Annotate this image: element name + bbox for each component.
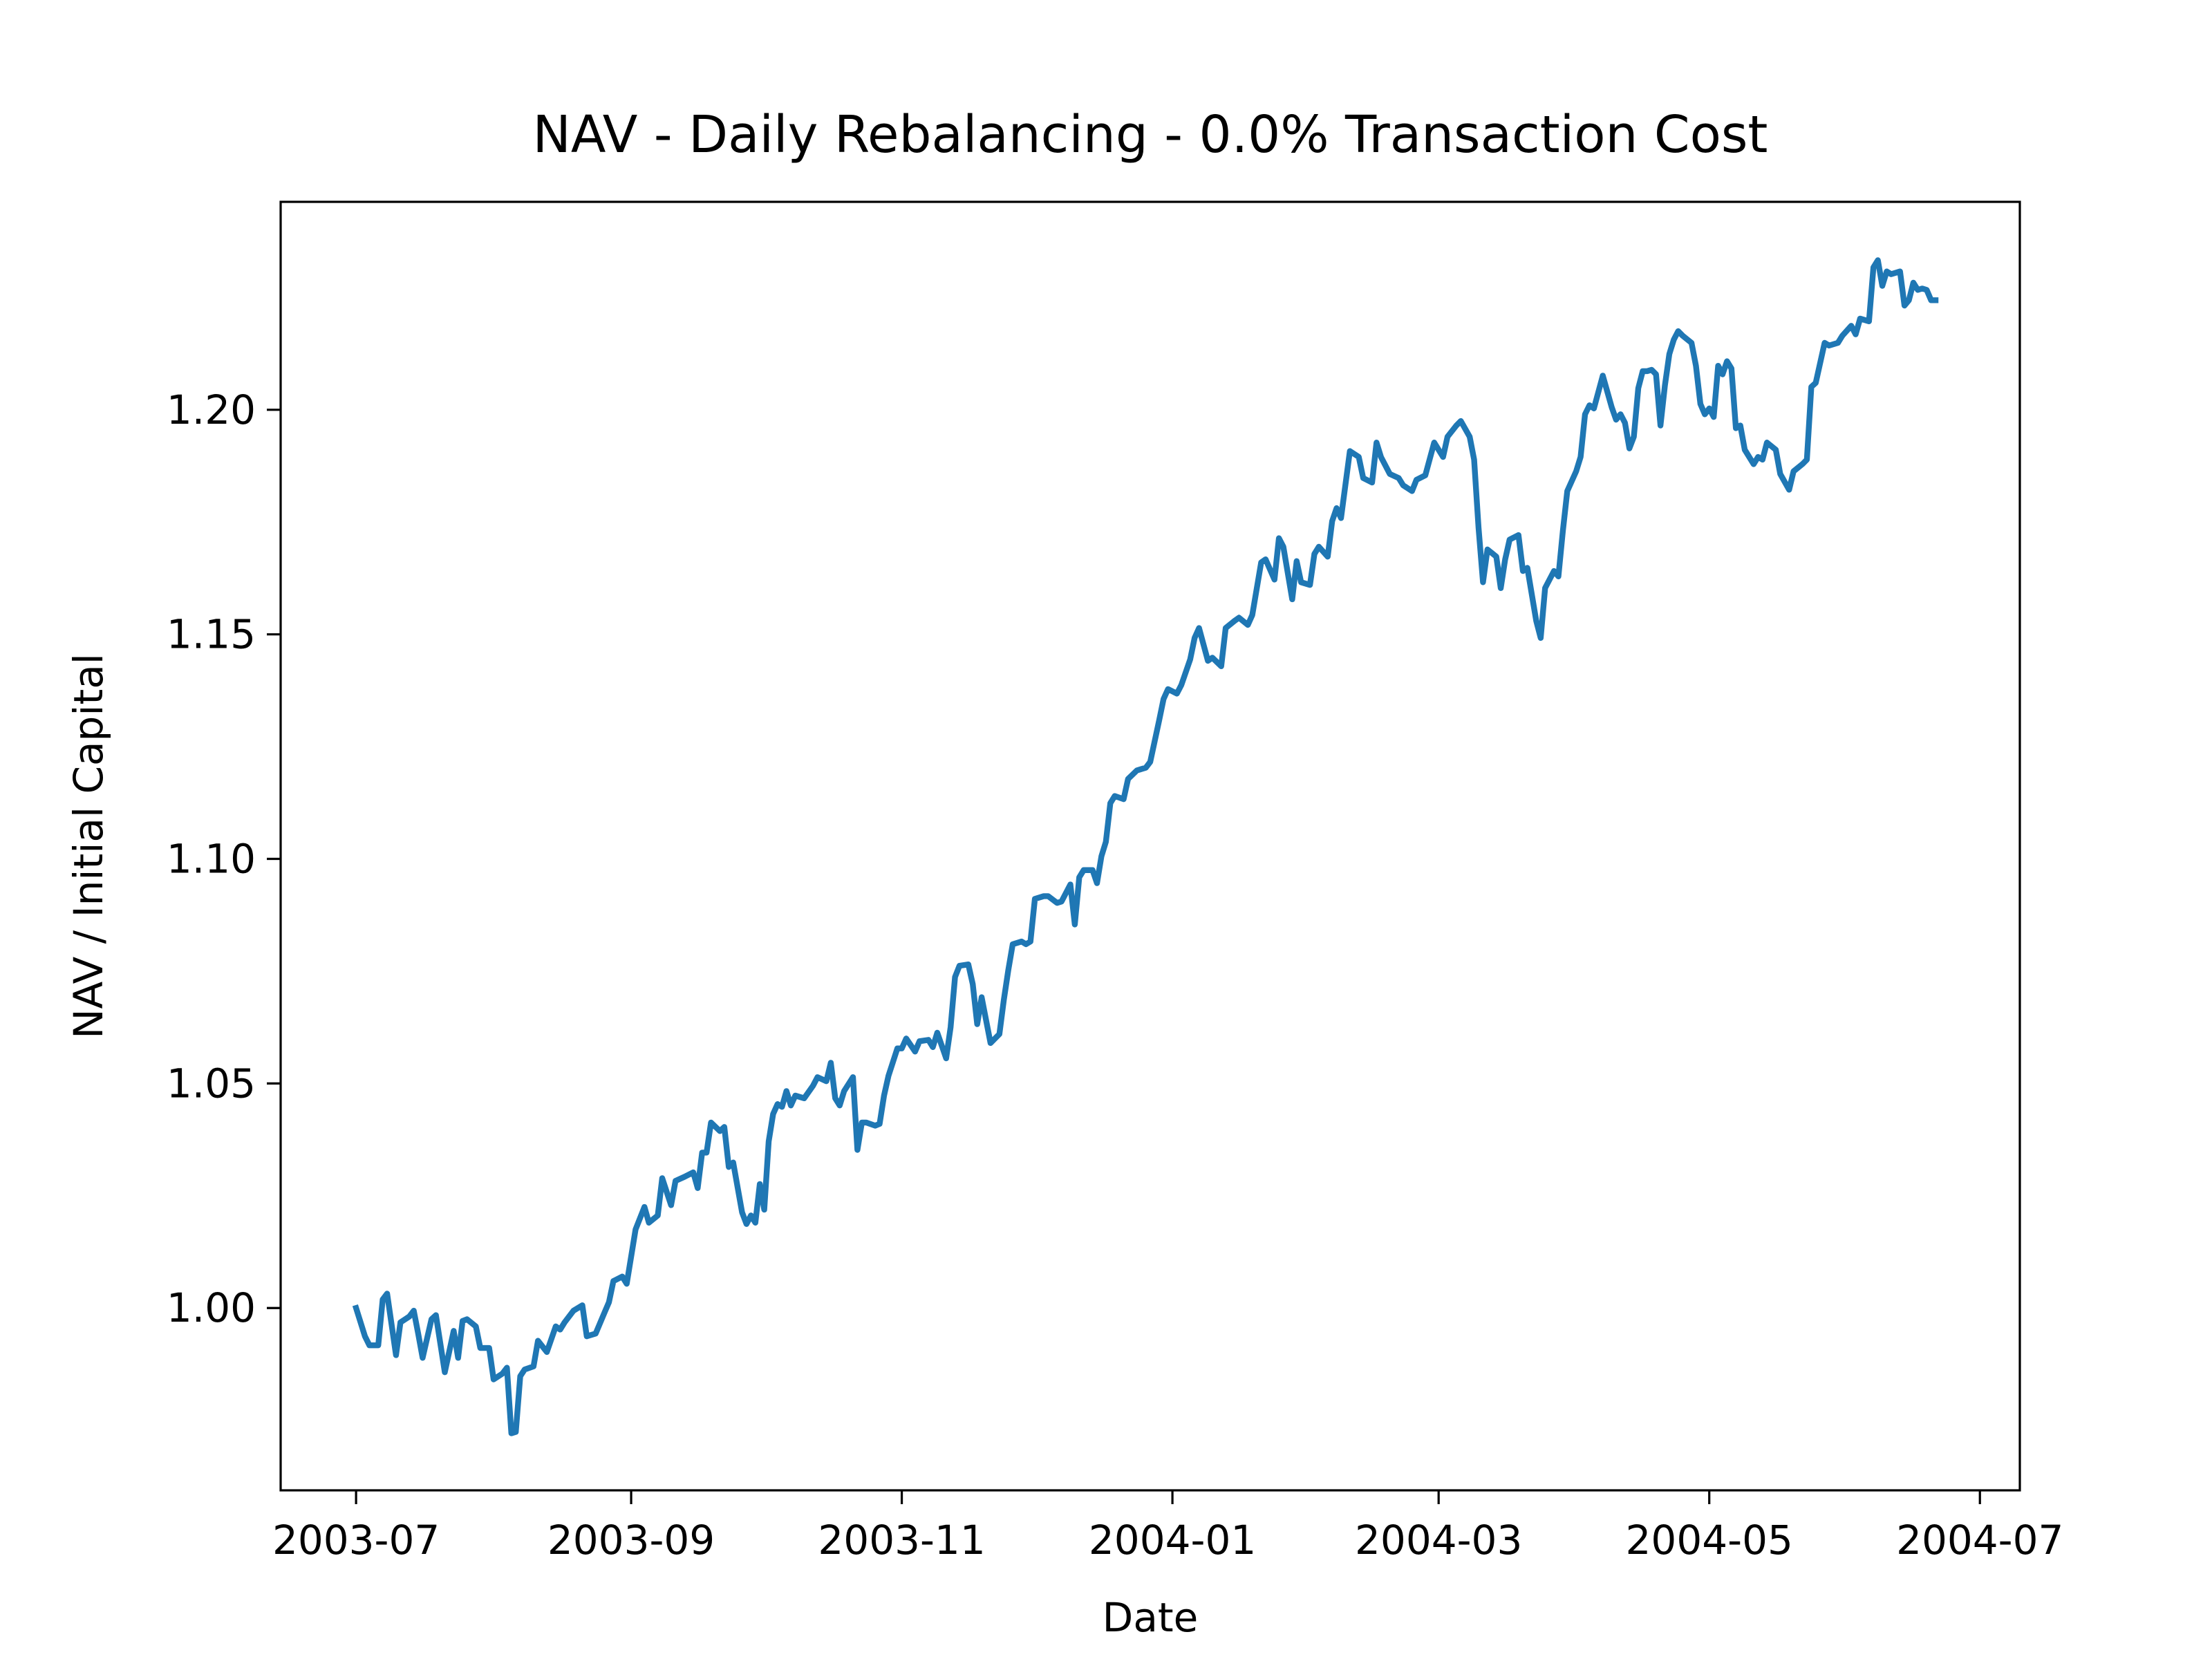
- y-tick-label: 1.15: [167, 611, 256, 658]
- x-tick-label: 2004-03: [1355, 1517, 1522, 1564]
- y-tick-label: 1.20: [167, 386, 256, 433]
- x-tick-label: 2003-11: [818, 1517, 985, 1564]
- x-tick-label: 2004-01: [1089, 1517, 1256, 1564]
- y-axis-label: NAV / Initial Capital: [65, 653, 112, 1039]
- nav-line: [352, 257, 1939, 1436]
- y-tick-label: 1.00: [167, 1284, 256, 1331]
- x-tick-label: 2004-07: [1896, 1517, 2063, 1564]
- plot-frame: [279, 200, 2021, 1492]
- x-axis-label: Date: [1103, 1594, 1199, 1641]
- y-tick-label: 1.05: [167, 1060, 256, 1107]
- chart-title: NAV - Daily Rebalancing - 0.0% Transacti…: [533, 105, 1768, 165]
- y-tick-label: 1.10: [167, 836, 256, 883]
- x-tick-label: 2004-05: [1626, 1517, 1793, 1564]
- x-tick-label: 2003-07: [272, 1517, 440, 1564]
- x-tick-label: 2003-09: [547, 1517, 715, 1564]
